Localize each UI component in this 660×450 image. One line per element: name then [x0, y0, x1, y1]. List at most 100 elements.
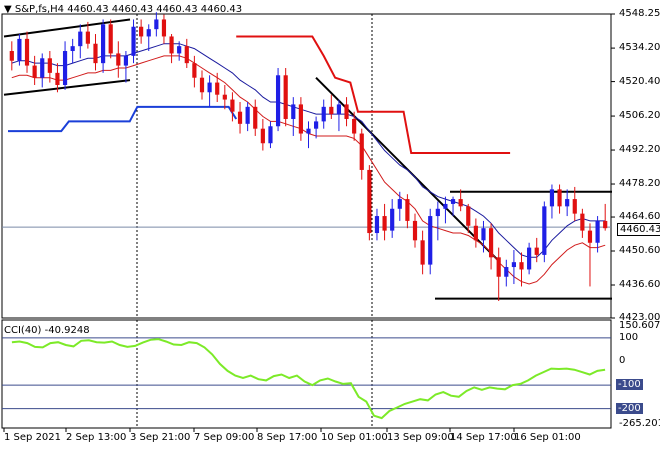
candle-body — [504, 267, 509, 277]
time-tick-label: 13 Sep 09:00 — [387, 432, 454, 443]
candle-body — [207, 82, 212, 93]
symbol-ohlc: S&P,fs,H4 4460.43 4460.43 4460.43 4460.4… — [14, 4, 243, 15]
candle-body — [291, 104, 296, 119]
candle-body — [329, 106, 334, 115]
candle-body — [298, 104, 303, 134]
candle-body — [420, 240, 425, 265]
price-tick-label: 4548.25 — [619, 8, 660, 19]
candle-body — [412, 220, 418, 241]
time-tick-label: 16 Sep 01:00 — [514, 432, 581, 443]
price-tick-label: 4478.20 — [619, 178, 660, 190]
candle-body — [253, 106, 258, 129]
candle-body — [321, 106, 326, 122]
price-tick-label: 4534.20 — [619, 42, 660, 54]
time-tick-label: 14 Sep 17:00 — [450, 432, 517, 443]
candle-body — [397, 199, 402, 209]
candle-body — [382, 216, 387, 231]
candle-body — [62, 51, 68, 85]
candle-body — [306, 128, 311, 134]
candle-body — [40, 58, 45, 78]
candle-body — [496, 257, 501, 277]
candle-body — [488, 228, 494, 258]
candle-body — [374, 216, 380, 234]
price-tick-label: 4520.40 — [619, 75, 660, 87]
cci-tick-label: 150.6072 — [619, 320, 660, 331]
cci-header: CCI(40) -40.9248 — [4, 325, 90, 336]
cci-tick-label: -200 — [616, 402, 643, 414]
channel-upper-line — [3, 18, 131, 38]
price-tick-label: 4423.00 — [619, 312, 660, 323]
candle-body — [367, 169, 372, 234]
chart-header: ▼ S&P,fs,H4 4460.43 4460.43 4460.43 4460… — [4, 4, 242, 15]
candle-body — [275, 75, 281, 127]
candle-body — [572, 199, 577, 214]
candle-body — [473, 225, 478, 241]
candle-body — [131, 26, 136, 56]
candle-body — [580, 213, 585, 231]
candle-body — [435, 208, 440, 217]
candle-body — [47, 58, 52, 73]
candle-body — [55, 72, 60, 85]
candle-body — [344, 104, 349, 119]
candle-body — [169, 36, 174, 54]
current-price-tag: 4460.43 — [617, 223, 660, 236]
candle-body — [443, 203, 448, 209]
candle-body — [177, 46, 182, 54]
candle-body — [260, 128, 265, 144]
candle-body — [70, 46, 75, 52]
candle-body — [428, 216, 433, 265]
candle-body — [245, 106, 250, 124]
price-tick-label: 4492.20 — [619, 144, 660, 156]
price-tick-label: 4464.60 — [619, 211, 660, 223]
candle-body — [458, 199, 463, 207]
cci-tick-label: 0 — [619, 355, 626, 367]
candle-body — [405, 199, 410, 221]
candle-body — [549, 189, 555, 207]
candle-body — [78, 31, 83, 47]
candle-body — [237, 111, 243, 124]
time-tick-label: 7 Sep 09:00 — [194, 432, 255, 443]
candle-body — [359, 133, 364, 170]
candle-body — [527, 247, 532, 270]
candle-body — [587, 230, 593, 243]
candle-body — [199, 77, 205, 93]
candle-body — [146, 29, 151, 37]
candle-body — [603, 220, 608, 229]
candle-body — [230, 99, 235, 112]
cci-tick-label: 100 — [619, 331, 639, 343]
collapse-triangle-icon[interactable]: ▼ — [4, 4, 12, 15]
price-tick-label: 4436.60 — [619, 278, 660, 290]
time-tick-label: 2 Sep 13:00 — [66, 432, 127, 443]
candle-body — [32, 65, 37, 78]
candle-body — [161, 19, 167, 37]
candle-body — [511, 262, 516, 268]
price-tick-label: 4450.60 — [619, 245, 660, 256]
cci-tick-label: -100 — [616, 379, 643, 391]
channel-lower-line — [3, 79, 131, 96]
candle-body — [123, 55, 129, 66]
candle-body — [101, 24, 106, 64]
candle-body — [565, 199, 570, 207]
price-pane-frame — [1, 13, 612, 319]
candle-body — [352, 118, 357, 134]
candle-body — [481, 228, 486, 241]
resistance-step-line — [236, 35, 511, 154]
cci-line — [11, 338, 606, 420]
candle-body — [215, 82, 220, 95]
candle-body — [24, 38, 30, 66]
candle-body — [222, 94, 227, 100]
cci-tick-label: -265.2018 — [619, 418, 660, 429]
candle-body — [595, 220, 600, 243]
candle-body — [184, 46, 189, 64]
candle-body — [9, 51, 14, 61]
candle-body — [108, 24, 113, 54]
candle-body — [519, 262, 524, 270]
candle-body — [450, 199, 456, 204]
candle-body — [314, 121, 319, 129]
candle-body — [154, 19, 159, 30]
candle-body — [336, 104, 342, 115]
support-step-line — [8, 105, 238, 133]
candle-body — [192, 63, 197, 78]
candle-body — [116, 53, 121, 66]
